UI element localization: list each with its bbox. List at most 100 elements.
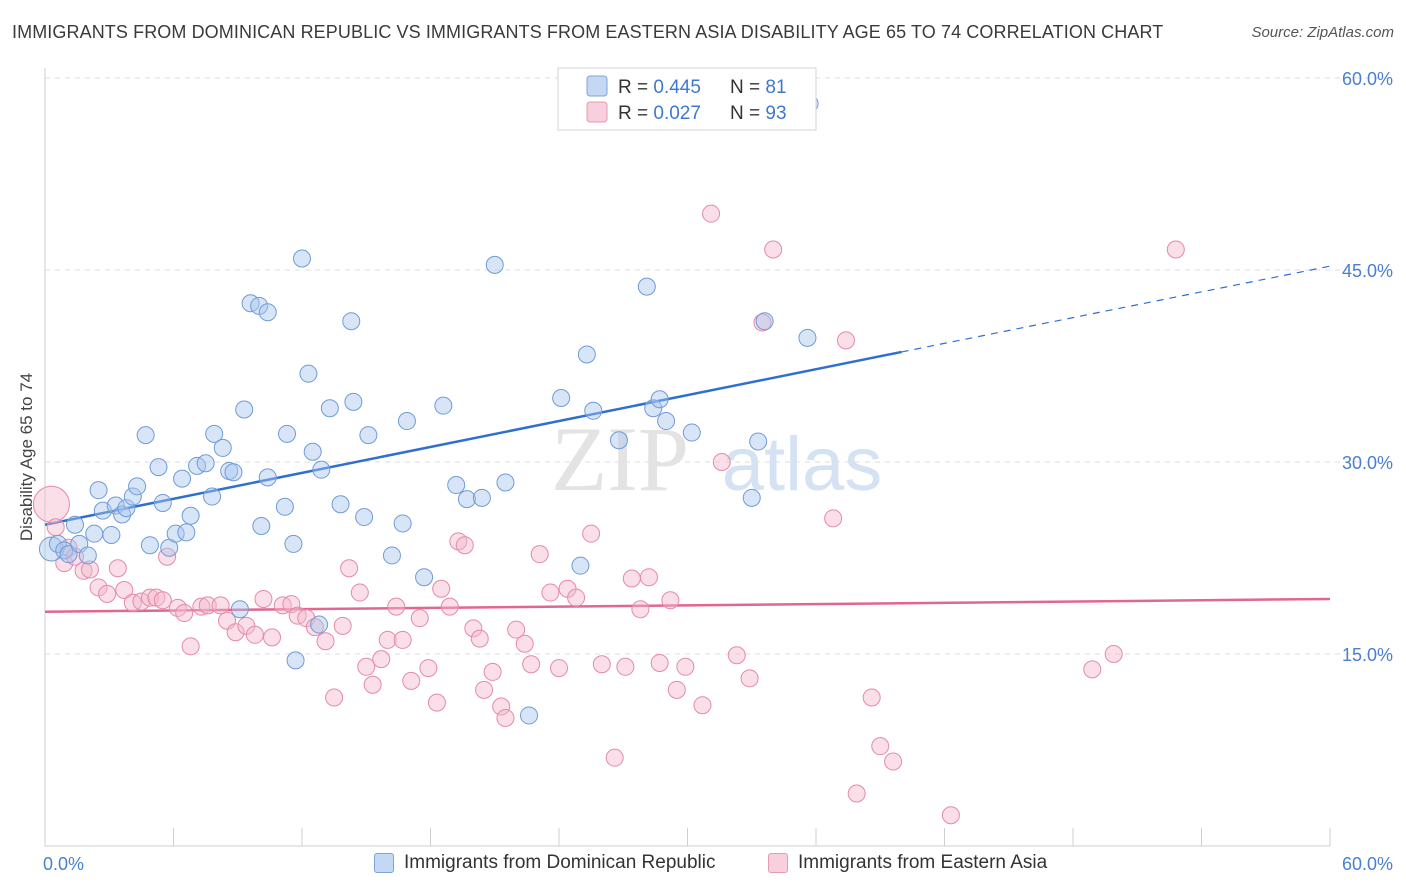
point-dominican-republic: [320, 399, 339, 418]
point-eastern-asia: [530, 545, 549, 564]
x-tick-label-min: 0.0%: [43, 854, 84, 874]
point-eastern-asia: [378, 630, 397, 649]
point-eastern-asia: [46, 518, 65, 537]
point-dominican-republic: [78, 546, 97, 565]
y-tick-label: 60.0%: [1342, 69, 1393, 89]
point-eastern-asia: [80, 560, 99, 579]
point-eastern-asia: [941, 806, 960, 825]
legend-swatch-eastern-asia: [768, 853, 788, 873]
point-dominican-republic: [382, 546, 401, 565]
point-eastern-asia: [192, 597, 211, 616]
point-dominican-republic: [149, 458, 168, 477]
point-dominican-republic: [106, 496, 125, 515]
point-dominican-republic: [140, 536, 159, 555]
point-eastern-asia: [340, 559, 359, 578]
point-dominican-republic: [755, 312, 774, 331]
trend-lines: [44, 265, 1331, 614]
point-eastern-asia: [582, 524, 601, 543]
point-eastern-asia: [410, 609, 429, 628]
point-eastern-asia: [712, 453, 731, 471]
legend-item-eastern-asia[interactable]: Immigrants from Eastern Asia: [768, 852, 1047, 874]
point-dominican-republic: [136, 426, 155, 445]
point-dominican-republic: [457, 490, 476, 509]
point-eastern-asia: [115, 581, 134, 599]
point-dominican-republic: [331, 495, 350, 514]
legend-r-value-blue: 0.445: [653, 77, 701, 98]
point-eastern-asia: [862, 688, 881, 707]
point-eastern-asia: [631, 600, 650, 619]
watermark-zip: ZIP: [551, 408, 689, 510]
point-eastern-asia: [153, 591, 172, 610]
grid-lines: [45, 77, 1395, 655]
point-dominican-republic: [89, 481, 108, 500]
point-dominican-republic: [286, 651, 305, 670]
point-eastern-asia: [661, 591, 680, 610]
legend-n-value-pink: 93: [765, 103, 786, 124]
point-dominican-republic: [359, 426, 378, 445]
point-dominican-republic: [342, 312, 361, 331]
point-eastern-asia: [108, 559, 127, 578]
legend-n-label-pink: N =: [730, 103, 765, 124]
data-points: [32, 94, 1185, 825]
point-dominican-republic: [496, 473, 515, 492]
point-eastern-asia: [211, 596, 230, 615]
legend-label-dominican-republic: Immigrants from Dominican Republic: [404, 852, 716, 873]
point-dominican-republic: [258, 468, 277, 487]
point-eastern-asia: [245, 625, 264, 644]
watermark: ZIP atlas: [551, 408, 882, 510]
point-dominican-republic: [235, 400, 254, 419]
point-eastern-asia: [393, 630, 412, 649]
point-dominican-republic: [650, 390, 669, 409]
point-eastern-asia: [282, 595, 301, 614]
point-dominican-republic: [252, 517, 271, 535]
point-eastern-asia: [181, 637, 200, 656]
point-dominican-republic: [749, 432, 768, 451]
point-dominican-republic: [85, 524, 104, 543]
point-eastern-asia: [1104, 645, 1123, 663]
point-dominican-republic: [275, 497, 294, 516]
svg-text:N = 93: N = 93: [730, 103, 787, 124]
point-dominican-republic: [344, 392, 363, 411]
series-legend: Immigrants from Dominican Republic Immig…: [0, 852, 1406, 878]
legend-item-dominican-republic[interactable]: Immigrants from Dominican Republic: [374, 852, 716, 874]
point-dominican-republic: [609, 431, 628, 450]
point-dominican-republic: [177, 523, 196, 542]
point-dominican-republic: [102, 525, 121, 544]
svg-text:R = 0.445: R = 0.445: [618, 77, 701, 98]
point-dominican-republic: [312, 460, 331, 479]
point-eastern-asia: [363, 675, 382, 694]
point-dominican-republic: [181, 506, 200, 525]
point-dominican-republic: [117, 499, 136, 518]
point-dominican-republic: [434, 396, 453, 415]
point-eastern-asia: [592, 655, 611, 674]
legend-n-label-blue: N =: [730, 77, 765, 98]
point-eastern-asia: [605, 748, 624, 767]
point-dominican-republic: [278, 424, 297, 443]
point-eastern-asia: [492, 697, 511, 716]
legend-r-value-pink: 0.027: [653, 103, 701, 124]
watermark-atlas: atlas: [722, 422, 883, 507]
point-dominican-republic: [230, 600, 249, 619]
point-eastern-asia: [419, 659, 438, 678]
point-eastern-asia: [357, 657, 376, 676]
point-dominican-republic: [644, 399, 663, 418]
point-dominican-republic: [742, 488, 761, 507]
point-eastern-asia: [764, 240, 783, 259]
point-eastern-asia: [1166, 240, 1185, 259]
point-dominican-republic: [258, 303, 277, 322]
point-eastern-asia: [427, 693, 446, 712]
point-eastern-asia: [616, 657, 635, 676]
point-eastern-asia: [464, 619, 483, 638]
point-eastern-asia: [387, 597, 406, 616]
point-eastern-asia: [567, 588, 586, 607]
point-dominican-republic: [520, 706, 539, 725]
point-eastern-asia: [402, 671, 421, 690]
point-eastern-asia: [350, 583, 369, 602]
point-dominican-republic: [447, 476, 466, 495]
point-eastern-asia: [1083, 660, 1102, 679]
point-eastern-asia: [693, 696, 712, 715]
point-dominican-republic: [205, 424, 224, 443]
point-eastern-asia: [372, 650, 391, 669]
point-eastern-asia: [158, 547, 177, 566]
